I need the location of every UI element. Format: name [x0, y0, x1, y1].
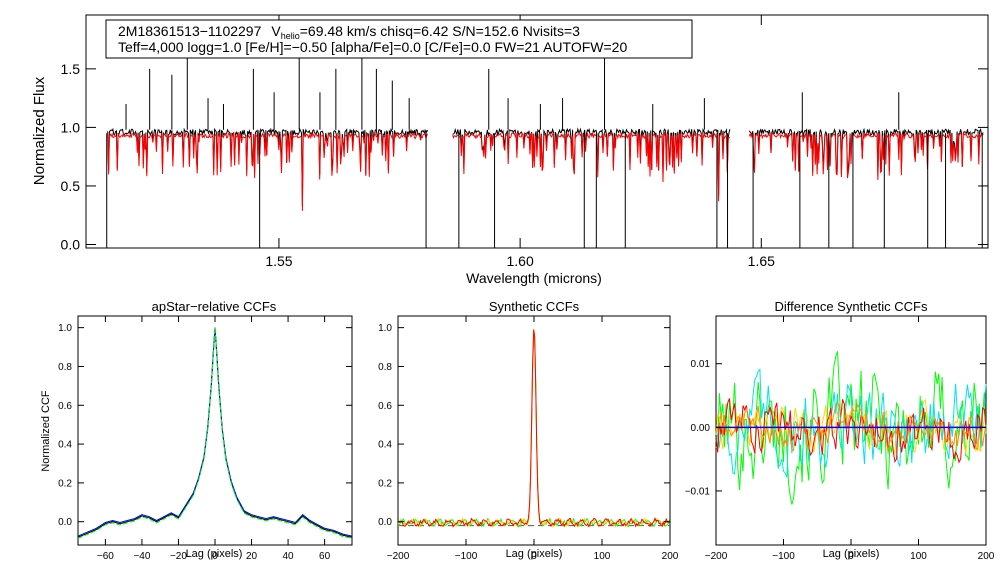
synthetic-ccf-line-2: [397, 328, 670, 529]
synthetic-ccf-frame: [397, 315, 671, 546]
apstar-ccf-panel: apStar−relative CCFs −60 −40 −20 0 20 40 60 0.0…: [40, 299, 353, 562]
info-box: 2M18361513−1102297 Vhelio=69.48 km/s chis…: [105, 19, 693, 59]
x-tick-label: −100: [455, 551, 478, 562]
y-tick-label: 1.0: [61, 119, 81, 135]
difference-ccf-line-5: [715, 401, 987, 452]
x-tick-label: 1.60: [506, 253, 533, 269]
spectrum-xlabel: Wavelength (microns): [466, 270, 602, 286]
y-tick-label: 0.0: [378, 517, 392, 528]
synthetic-ccf-lines: [397, 328, 670, 529]
x-tick-label: −200: [705, 551, 728, 562]
synthetic-ccf-panel: Synthetic CCFs −200 −100 0 100 200 0.0 0.2 0.4 0…: [378, 299, 679, 562]
y-tick-label: 0.00: [691, 423, 711, 434]
synthetic-ccf-xlabel: Lag (pixels): [506, 548, 563, 560]
x-tick-label: 0: [531, 551, 537, 562]
difference-ccf-line-1: [715, 351, 987, 505]
difference-ccf-panel: Difference Synthetic CCFs −200 −100 0 100 20…: [685, 299, 995, 562]
x-tick-label: 100: [910, 551, 927, 562]
y-tick-label: 0.6: [58, 401, 72, 412]
x-tick-label: 1.65: [748, 253, 775, 269]
y-tick-label: −0.01: [685, 486, 711, 497]
y-tick-label: 0.01: [691, 359, 711, 370]
y-tick-label: 0.0: [61, 236, 81, 252]
y-tick-label: 0.2: [58, 478, 72, 489]
apstar-ccf-ticks: −60 −40 −20 0 20 40 60 0.0 0.2 0.4 0.6 0.8 1.0: [58, 316, 352, 562]
x-tick-label: 40: [283, 551, 295, 562]
info-box-frame: [105, 19, 693, 59]
apstar-ccf-lines: [77, 327, 353, 539]
spectrum-ticks: 1.55 1.60 1.65 0.0 0.5 1.0 1.5: [61, 15, 988, 269]
difference-ccf-lines: [715, 351, 987, 505]
spectrum-panel: 1.55 1.60 1.65 0.0 0.5 1.0 1.5 Normalized Flux…: [31, 14, 989, 286]
apstar-ccf-line-1: [77, 327, 353, 538]
y-tick-label: 0.0: [58, 517, 72, 528]
info-line-1-rest: =69.48 km/s chisq=6.42 S/N=152.6 Nvisits…: [300, 23, 580, 39]
x-tick-label: 60: [319, 551, 331, 562]
x-tick-label: 1.55: [265, 253, 292, 269]
difference-ccf-ticks: −200 −100 0 100 200 −0.01 0.00 0.01: [685, 316, 995, 562]
y-tick-label: 0.5: [61, 178, 81, 194]
difference-ccf-title: Difference Synthetic CCFs: [775, 299, 928, 314]
x-tick-label: −40: [133, 551, 150, 562]
x-tick-label: −60: [97, 551, 114, 562]
spectrum-frame: [85, 14, 989, 249]
synthetic-ccf-line-3: [397, 329, 670, 528]
synthetic-ccf-line-1: [397, 333, 670, 528]
info-line-2: Teff=4,000 logg=1.0 [Fe/H]=−0.50 [alpha/…: [118, 39, 627, 55]
x-tick-label: 0: [212, 551, 218, 562]
difference-ccf-line-3: [715, 368, 987, 478]
difference-ccf-xlabel: Lag (pixels): [823, 548, 880, 560]
apstar-ccf-line-3: [77, 327, 353, 539]
y-tick-label: 1.0: [58, 323, 72, 334]
y-tick-label: 0.6: [378, 401, 392, 412]
x-tick-label: 20: [246, 551, 258, 562]
x-tick-label: −200: [387, 551, 410, 562]
vhelio-symbol: V: [271, 23, 281, 39]
x-tick-label: 200: [978, 551, 995, 562]
x-tick-label: 200: [662, 551, 679, 562]
y-tick-label: 1.5: [61, 61, 81, 77]
synthetic-ccf-title: Synthetic CCFs: [489, 299, 580, 314]
y-tick-label: 1.0: [378, 323, 392, 334]
apstar-ccf-xlabel: Lag (pixels): [186, 548, 243, 560]
apstar-ccf-frame: [77, 315, 353, 546]
info-line-1: 2M18361513−1102297 Vhelio=69.48 km/s chis…: [118, 23, 580, 41]
model-spectrum-chip-1: [107, 131, 428, 211]
x-tick-label: −100: [772, 551, 795, 562]
y-tick-label: 0.8: [378, 362, 392, 373]
y-tick-label: 0.8: [58, 362, 72, 373]
spectrum-lines: [106, 33, 984, 248]
y-tick-label: 0.4: [58, 440, 72, 451]
spectrum-ylabel: Normalized Flux: [31, 76, 48, 185]
y-tick-label: 0.2: [378, 478, 392, 489]
synthetic-ccf-ticks: −200 −100 0 100 200 0.0 0.2 0.4 0.6 0.8 1.0: [378, 316, 679, 562]
y-tick-label: 0.4: [378, 440, 392, 451]
x-tick-label: 100: [594, 551, 611, 562]
x-tick-label: 0: [848, 551, 854, 562]
apstar-ccf-line-2: [77, 327, 353, 537]
star-name: 2M18361513−1102297: [118, 23, 262, 39]
vhelio-subscript: helio: [281, 31, 300, 41]
model-spectrum-chip-3: [748, 131, 984, 181]
x-tick-label: −20: [170, 551, 187, 562]
apstar-ccf-ylabel: Normalized CCF: [40, 390, 52, 472]
apstar-ccf-title: apStar−relative CCFs: [152, 299, 277, 314]
model-spectrum-chip-2: [452, 131, 731, 202]
